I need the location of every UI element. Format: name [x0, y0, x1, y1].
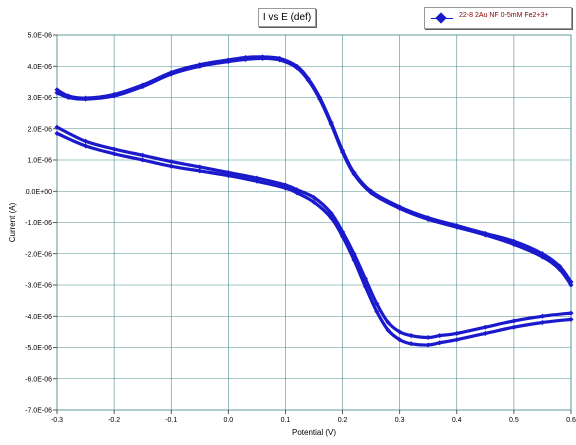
x-tick-label: -0.2 [108, 417, 120, 424]
data-point [351, 257, 357, 263]
data-point [482, 324, 488, 330]
data-point [568, 316, 574, 322]
x-tick-label: -0.1 [165, 417, 177, 424]
y-axis-label: Current (A) [8, 202, 17, 242]
data-point [168, 159, 174, 165]
x-axis-label: Potential (V) [292, 428, 336, 437]
data-point [454, 224, 460, 230]
x-tick-label: 0.2 [338, 417, 348, 424]
data-point [397, 337, 403, 343]
data-point [437, 333, 443, 339]
data-point [374, 301, 380, 307]
cycle-2-anodic-curve [55, 56, 573, 287]
x-tick-label: 0.3 [395, 417, 405, 424]
data-point [408, 341, 414, 347]
data-point [140, 157, 146, 163]
data-point [374, 309, 380, 315]
data-point [568, 282, 574, 288]
data-point [328, 121, 334, 127]
x-tick-label: 0.1 [281, 417, 291, 424]
data-point [197, 164, 203, 170]
data-point [294, 190, 300, 196]
y-tick-label: -4.0E-06 [25, 314, 52, 321]
y-tick-label: 5.0E-06 [27, 33, 52, 40]
data-point [282, 185, 288, 191]
chart-title-box: I vs E (def) [258, 8, 316, 27]
y-tick-label: -7.0E-06 [25, 408, 52, 415]
data-point [397, 329, 403, 335]
data-point [482, 232, 488, 238]
data-point [311, 194, 317, 201]
x-tick-label: 0.6 [566, 417, 576, 424]
data-point [54, 87, 60, 93]
data-point [225, 173, 231, 179]
data-point [254, 175, 260, 181]
data-point [397, 205, 403, 211]
y-tick-label: 0.0E+00 [26, 189, 52, 196]
data-point [351, 171, 357, 177]
data-point [385, 327, 391, 333]
data-point [385, 319, 391, 326]
data-point [83, 138, 89, 144]
data-point [311, 199, 317, 205]
data-point [83, 96, 89, 102]
data-point [83, 143, 89, 149]
chart-title: I vs E (def) [262, 12, 312, 23]
x-tick-label: 0.0 [223, 417, 233, 424]
data-point [140, 84, 146, 90]
data-point [425, 216, 431, 222]
y-tick-label: 4.0E-06 [27, 64, 52, 71]
data-point [437, 340, 443, 346]
data-point [277, 57, 283, 63]
data-point [317, 96, 323, 102]
legend-diamond-marker-icon [435, 12, 447, 24]
x-tick-label: -0.3 [51, 417, 63, 424]
data-point [168, 163, 174, 169]
data-point [557, 266, 563, 272]
data-point [168, 71, 174, 77]
data-point [425, 334, 431, 341]
legend: 22-8 2Au NF 0-5mM Fe2+3+ [424, 7, 572, 29]
series-curves [54, 54, 574, 348]
data-point [454, 330, 460, 336]
y-tick-label: -2.0E-06 [25, 251, 52, 258]
y-tick-label: 2.0E-06 [27, 126, 52, 133]
data-point [197, 168, 203, 174]
y-tick-label: -6.0E-06 [25, 376, 52, 383]
data-point [425, 342, 431, 348]
data-point [408, 333, 414, 339]
y-tick-label: -5.0E-06 [25, 345, 52, 352]
data-point [362, 284, 368, 290]
x-tick-label: 0.4 [452, 417, 462, 424]
y-tick-label: 1.0E-06 [27, 158, 52, 165]
legend-series-label: 22-8 2Au NF 0-5mM Fe2+3+ [459, 12, 549, 19]
data-point [454, 337, 460, 343]
data-point [111, 151, 117, 157]
data-point [511, 324, 517, 330]
y-tick-label: 3.0E-06 [27, 95, 52, 102]
data-point [140, 152, 146, 158]
axis-ticks: -0.3 -0.2 -0.1 0.0 0.1 0.2 0.3 0.4 0.5 0.6 5.0E-06… [25, 33, 576, 425]
data-point [54, 90, 60, 96]
data-point [482, 330, 488, 336]
y-tick-label: -1.0E-06 [25, 220, 52, 227]
x-tick-label: 0.5 [509, 417, 519, 424]
y-tick-label: -3.0E-06 [25, 283, 52, 290]
data-point [54, 130, 60, 136]
data-point [65, 94, 71, 101]
data-point [54, 124, 60, 130]
